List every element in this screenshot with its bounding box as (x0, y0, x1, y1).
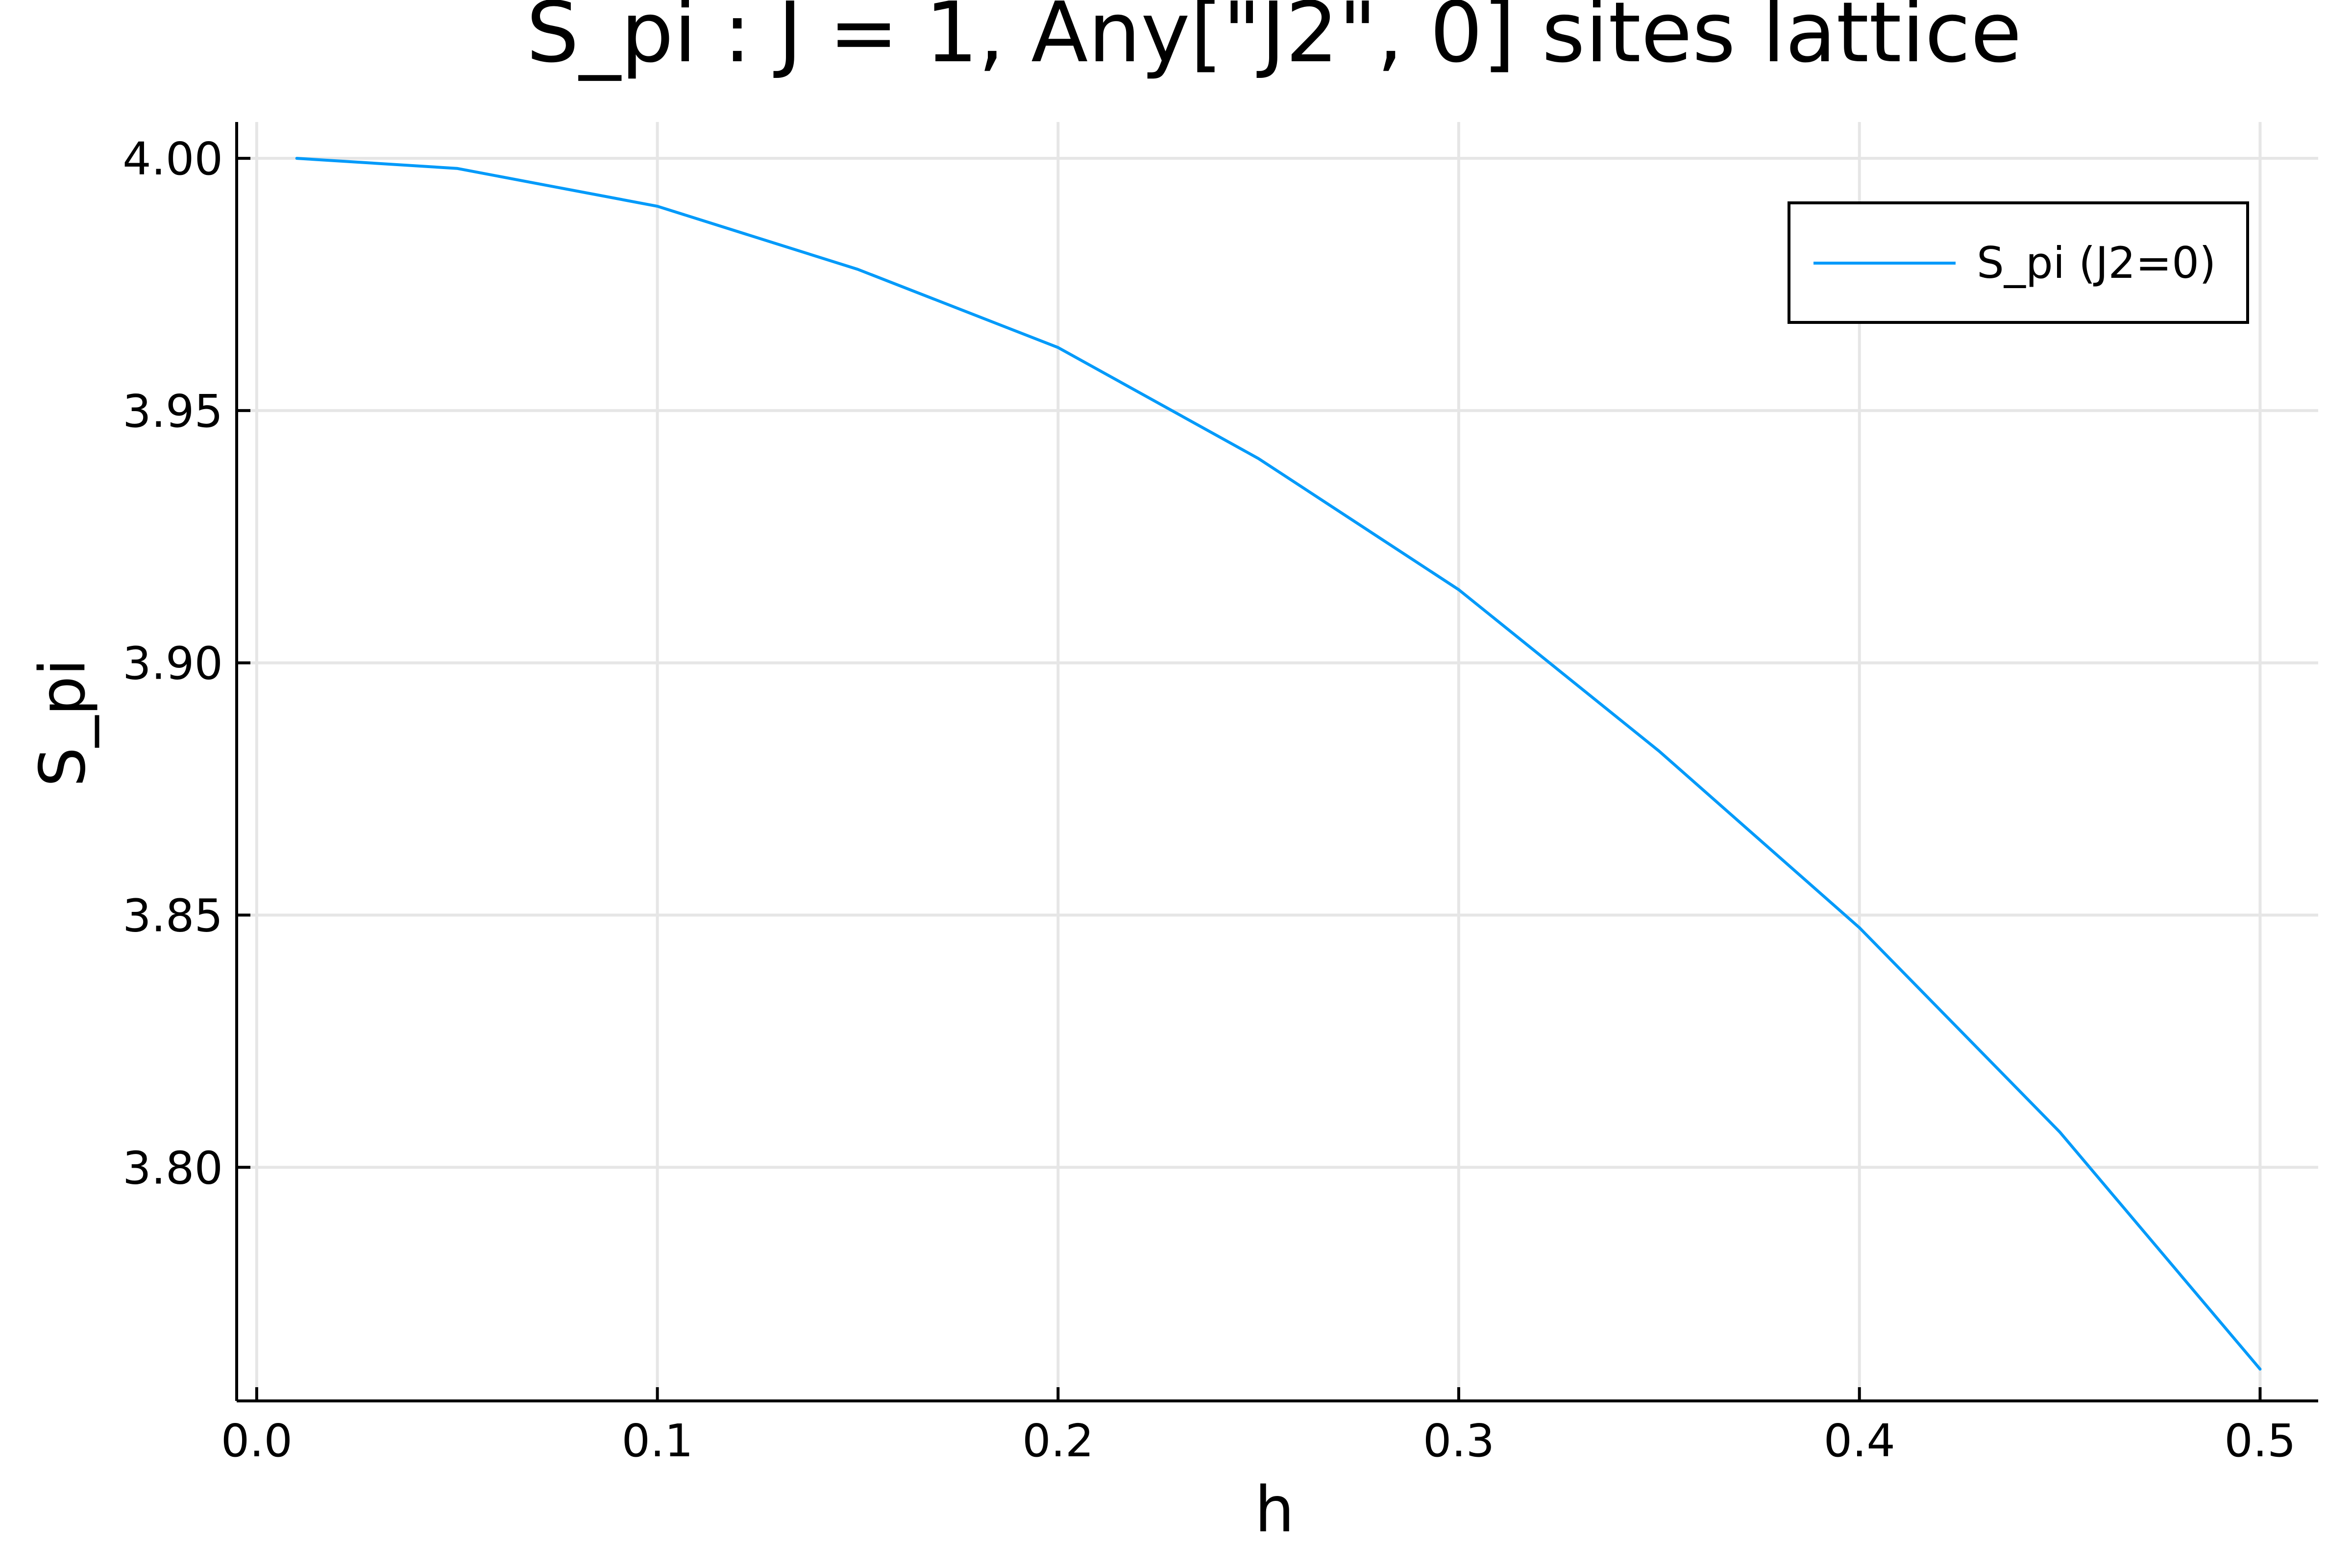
y-tick-label: 4.00 (122, 133, 223, 185)
x-tick-label: 0.2 (1022, 1415, 1094, 1467)
x-tick-label: 0.1 (621, 1415, 693, 1467)
y-axis-label: S_pi (26, 659, 99, 787)
legend: S_pi (J2=0) (1788, 201, 2249, 324)
x-tick-label: 0.5 (2224, 1415, 2296, 1467)
axis-layer: 0.0 0.1 0.2 0.3 0.4 0.5 3.80 3.85 3.90 3.95 4.00 (122, 122, 2318, 1467)
legend-label-s-pi: S_pi (J2=0) (1977, 238, 2216, 288)
x-axis-label: h (1254, 1473, 1294, 1546)
x-tick-label: 0.0 (221, 1415, 293, 1467)
x-tick-label: 0.4 (1824, 1415, 1895, 1467)
y-tick-label: 3.95 (122, 385, 223, 438)
y-tick-label: 3.80 (122, 1142, 223, 1194)
chart-title: S_pi : J = 1, Any["J2", 0] sites lattice (526, 0, 2022, 81)
y-tick-label: 3.90 (122, 637, 223, 690)
x-tick-label: 0.3 (1423, 1415, 1494, 1467)
series-line-s-pi (295, 157, 2262, 1371)
series-layer (295, 157, 2262, 1371)
y-tick-label: 3.85 (122, 890, 223, 942)
grid-layer (237, 122, 2318, 1401)
